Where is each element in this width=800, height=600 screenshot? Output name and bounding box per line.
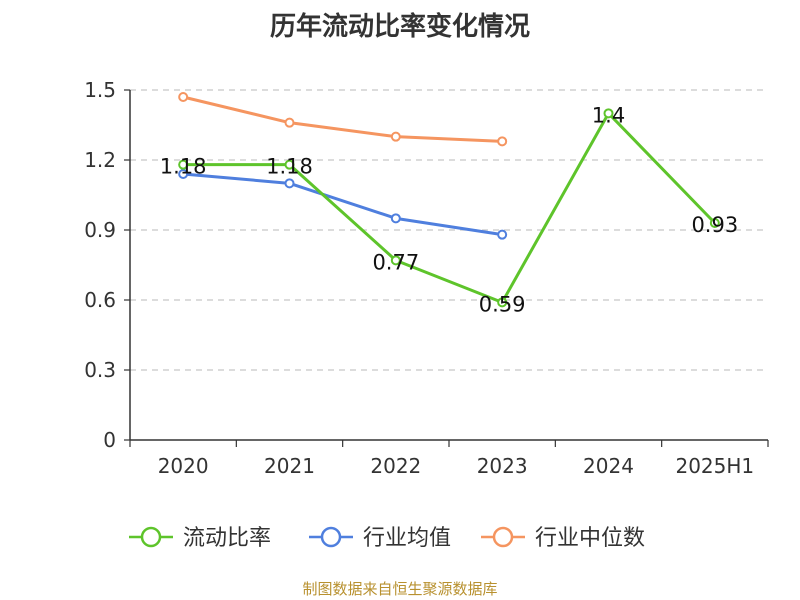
data-point — [497, 136, 508, 147]
data-label: 1.4 — [592, 103, 625, 127]
data-point — [178, 92, 189, 102]
data-point — [497, 297, 508, 308]
x-tick-label: 2020 — [158, 454, 209, 478]
data-point — [709, 218, 720, 228]
data-point — [603, 108, 614, 119]
series-lines — [182, 95, 716, 304]
x-tick-label: 2023 — [477, 454, 528, 478]
series-line — [182, 95, 503, 143]
y-tick-label: 0.3 — [84, 358, 116, 382]
legend-label: 流动比率 — [183, 526, 271, 551]
legend-marker — [492, 526, 514, 548]
data-label: 0.59 — [479, 292, 526, 316]
data-label: 0.77 — [372, 250, 419, 274]
axes: 0 0.3 0.6 0.9 1.2 1.5 2020 2021 2022 2023 2024 2025… — [84, 78, 769, 478]
data-label: 0.93 — [691, 213, 738, 237]
legend-item: 流动比率 — [129, 526, 271, 551]
data-point — [390, 255, 401, 266]
y-tick-label: 1.2 — [84, 148, 116, 172]
series-line — [183, 172, 503, 237]
data-label: 1.18 — [160, 155, 207, 179]
legend-label: 行业均值 — [363, 526, 451, 551]
legend: 流动比率 行业均值 行业中位数 — [129, 526, 645, 551]
source-footer: 制图数据来自恒生聚源数据库 — [302, 580, 498, 598]
data-label: 1.18 — [266, 155, 313, 179]
chart-title: 历年流动比率变化情况 — [269, 12, 530, 42]
data-point — [178, 169, 189, 179]
data-point — [284, 117, 295, 128]
x-tick-label: 2025H1 — [675, 454, 754, 478]
data-point — [178, 159, 189, 170]
data-labels: 1.18 1.18 0.77 0.59 1.4 0.93 — [160, 103, 738, 316]
x-tick-label: 2021 — [264, 454, 315, 478]
y-tick-label: 0.6 — [84, 288, 116, 312]
y-tick-label: 1.5 — [84, 78, 116, 102]
series-points — [178, 92, 720, 308]
legend-marker — [320, 526, 342, 548]
data-point — [284, 178, 295, 189]
data-point — [390, 213, 401, 224]
legend-marker — [140, 526, 162, 548]
legend-item: 行业均值 — [309, 526, 451, 551]
data-point — [284, 159, 295, 170]
y-tick-label: 0 — [103, 428, 116, 452]
x-tick-label: 2022 — [370, 454, 421, 478]
data-point — [390, 131, 401, 142]
legend-item: 行业中位数 — [481, 526, 645, 551]
y-tick-label: 0.9 — [84, 218, 116, 242]
data-point — [497, 229, 508, 240]
x-tick-label: 2024 — [583, 454, 634, 478]
series-line — [183, 111, 716, 304]
legend-label: 行业中位数 — [535, 526, 645, 551]
grid-lines — [130, 89, 768, 371]
